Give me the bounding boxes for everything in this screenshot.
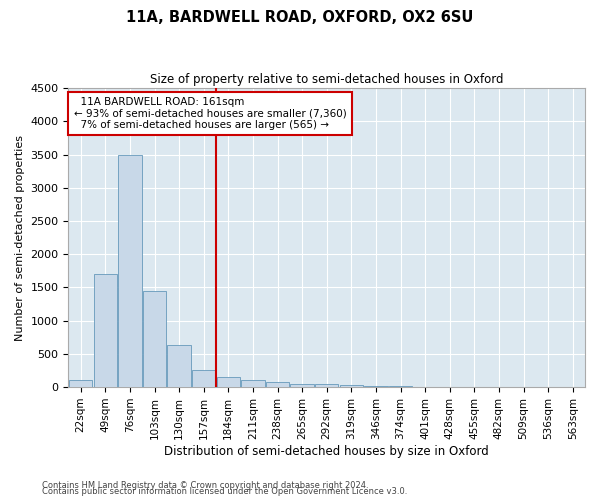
Bar bbox=[340, 385, 363, 387]
Text: Contains HM Land Registry data © Crown copyright and database right 2024.: Contains HM Land Registry data © Crown c… bbox=[42, 481, 368, 490]
Title: Size of property relative to semi-detached houses in Oxford: Size of property relative to semi-detach… bbox=[150, 72, 503, 86]
X-axis label: Distribution of semi-detached houses by size in Oxford: Distribution of semi-detached houses by … bbox=[164, 444, 489, 458]
Bar bbox=[69, 380, 92, 387]
Bar bbox=[364, 386, 388, 387]
Bar bbox=[143, 290, 166, 387]
Bar bbox=[266, 382, 289, 387]
Text: 11A, BARDWELL ROAD, OXFORD, OX2 6SU: 11A, BARDWELL ROAD, OXFORD, OX2 6SU bbox=[127, 10, 473, 25]
Bar bbox=[94, 274, 117, 387]
Bar bbox=[389, 386, 412, 387]
Bar bbox=[167, 345, 191, 387]
Text: 11A BARDWELL ROAD: 161sqm
← 93% of semi-detached houses are smaller (7,360)
  7%: 11A BARDWELL ROAD: 161sqm ← 93% of semi-… bbox=[74, 97, 346, 130]
Text: Contains public sector information licensed under the Open Government Licence v3: Contains public sector information licen… bbox=[42, 487, 407, 496]
Bar bbox=[241, 380, 265, 387]
Bar bbox=[192, 370, 215, 387]
Bar bbox=[315, 384, 338, 387]
Y-axis label: Number of semi-detached properties: Number of semi-detached properties bbox=[15, 134, 25, 340]
Bar bbox=[118, 154, 142, 387]
Bar bbox=[290, 384, 314, 387]
Bar bbox=[217, 377, 240, 387]
